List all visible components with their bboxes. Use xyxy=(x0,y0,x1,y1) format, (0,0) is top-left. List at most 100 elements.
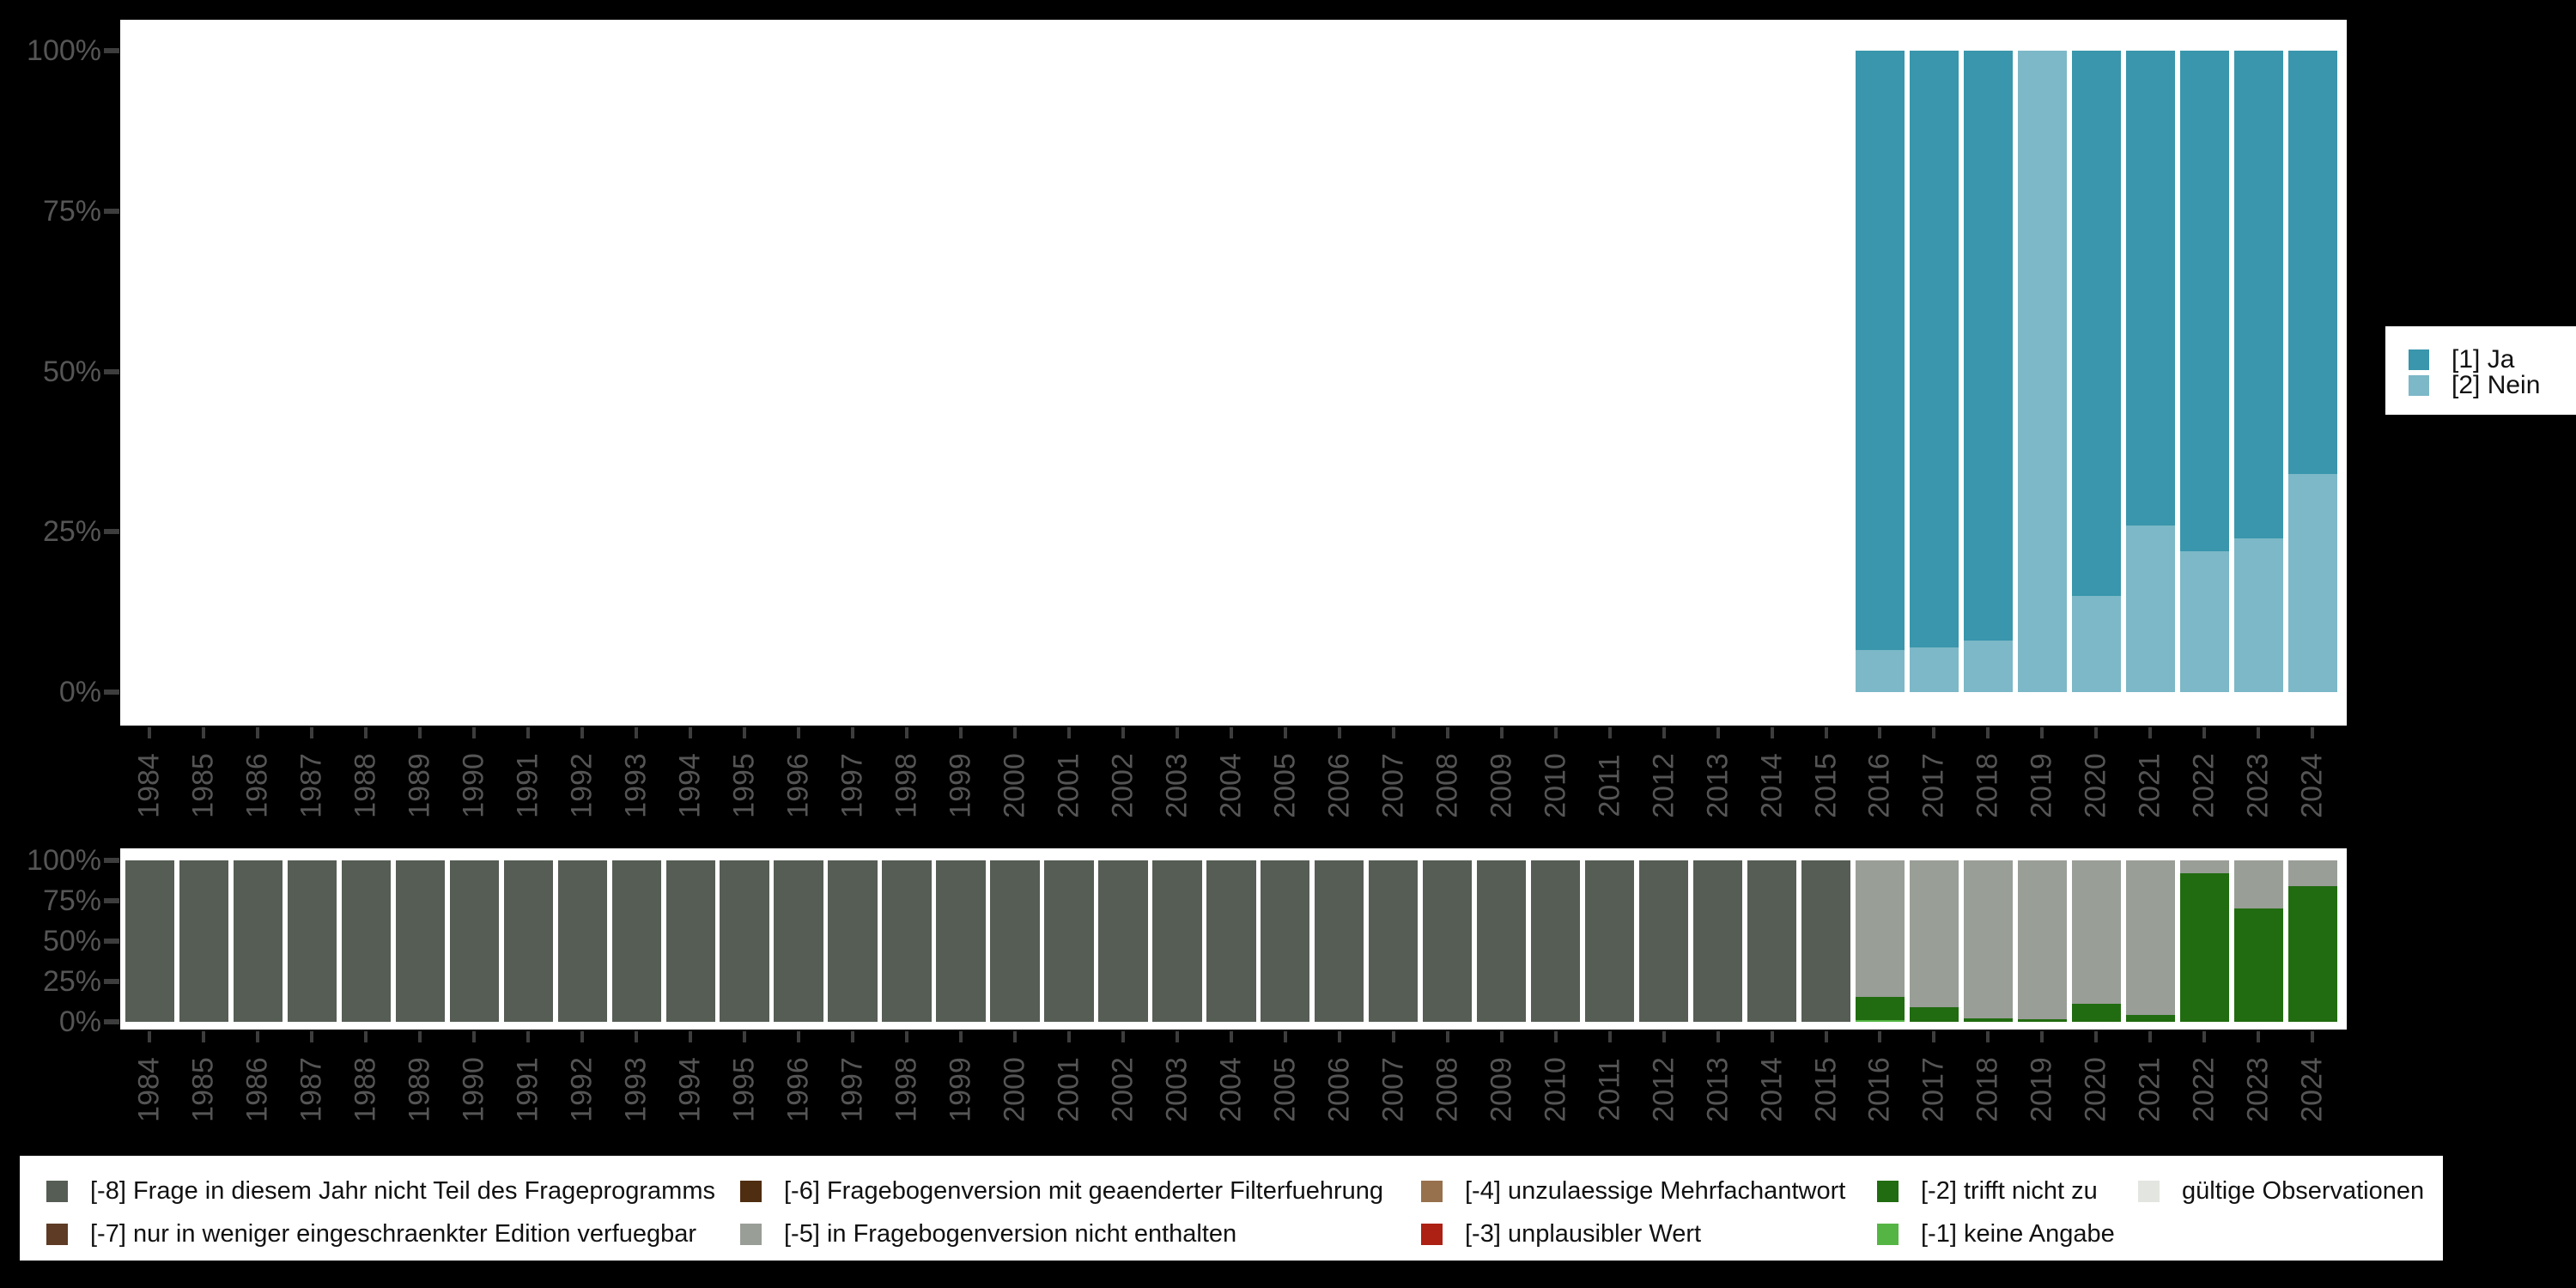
bar-slot-2016 xyxy=(1853,860,1907,1022)
missing-legend-item: gültige Observationen xyxy=(2138,1177,2424,1205)
bar-segment xyxy=(936,860,986,1022)
bar-slot-2015 xyxy=(1799,860,1853,1022)
x-axis-tick-mark xyxy=(148,1031,152,1042)
x-axis-label-wrap: 2015 xyxy=(1799,1042,1853,1137)
x-axis-slot-2002: 2002 xyxy=(1096,1031,1150,1140)
x-axis-label-wrap: 2017 xyxy=(1907,1042,1961,1137)
stacked-bar-2019 xyxy=(2017,51,2068,692)
bar-segment xyxy=(2125,1014,2175,1022)
legend-label: [-4] unzulaessige Mehrfachantwort xyxy=(1465,1176,1846,1205)
x-axis-label-wrap: 2004 xyxy=(1204,1042,1258,1137)
legend-swatch xyxy=(1877,1180,1899,1202)
x-axis-tick-mark xyxy=(851,727,855,738)
x-axis-slot-1993: 1993 xyxy=(610,1031,664,1140)
x-axis-label-wrap: 2008 xyxy=(1420,1042,1474,1137)
y-axis-tick-mark xyxy=(104,690,119,695)
y-axis-tick-mark xyxy=(104,529,119,535)
bar-segment xyxy=(2287,51,2337,475)
x-axis-label-wrap: 2009 xyxy=(1474,738,1528,833)
bar-slot-2002 xyxy=(1096,860,1150,1022)
x-axis-label-wrap: 2007 xyxy=(1366,1042,1420,1137)
bar-slot-2024 xyxy=(2286,860,2340,1022)
bar-segment xyxy=(1261,860,1310,1022)
x-axis-label-wrap: 2024 xyxy=(2286,738,2340,833)
x-axis-year-label: 1986 xyxy=(240,1057,274,1122)
x-axis-year-label: 2024 xyxy=(2295,1057,2329,1122)
x-axis-tick-mark xyxy=(797,727,801,738)
x-axis-year-label: 2024 xyxy=(2295,753,2329,818)
x-axis-label-wrap: 2018 xyxy=(1961,1042,2015,1137)
x-axis-tick-mark xyxy=(635,1031,639,1042)
stacked-bar-2020 xyxy=(2071,860,2121,1022)
x-axis-tick-mark xyxy=(1878,727,1882,738)
stacked-bar-2014 xyxy=(1747,860,1797,1022)
bar-segment xyxy=(2071,1004,2121,1022)
bar-segment xyxy=(720,860,769,1022)
stacked-bar-2004 xyxy=(1206,860,1256,1022)
x-axis-slot-1991: 1991 xyxy=(501,1031,556,1140)
bar-slot-2023 xyxy=(2232,860,2286,1022)
x-axis-tick-mark xyxy=(2202,1031,2207,1042)
stacked-bar-1993 xyxy=(611,860,661,1022)
x-axis-label-wrap: 2019 xyxy=(2015,738,2069,833)
stacked-bar-2012 xyxy=(1638,860,1689,1022)
x-axis-year-label: 1984 xyxy=(132,753,166,818)
x-axis-label-wrap: 1994 xyxy=(664,1042,718,1137)
x-axis-tick-mark xyxy=(256,1031,260,1042)
x-axis-year-label: 2021 xyxy=(2133,753,2166,818)
x-axis-year-label: 2000 xyxy=(998,1057,1031,1122)
bar-segment xyxy=(2179,51,2229,551)
bar-segment xyxy=(1855,1020,1905,1022)
stacked-bar-1987 xyxy=(287,860,337,1022)
bar-segment xyxy=(1584,860,1635,1022)
x-axis-label-wrap: 2022 xyxy=(2178,1042,2232,1137)
x-axis-tick-mark xyxy=(2094,1031,2099,1042)
bar-segment xyxy=(2125,525,2175,692)
bar-slot-2024 xyxy=(2286,51,2340,692)
x-axis-slot-2008: 2008 xyxy=(1420,1031,1474,1140)
x-axis-tick-mark xyxy=(1932,727,1936,738)
x-axis-year-label: 1985 xyxy=(186,1057,220,1122)
bar-segment xyxy=(557,860,607,1022)
x-axis-slot-2023: 2023 xyxy=(2232,1031,2286,1140)
x-axis-slot-2000: 2000 xyxy=(988,1031,1042,1140)
x-axis-label-wrap: 2011 xyxy=(1583,1042,1637,1137)
top-chart-plot-area xyxy=(123,51,2340,692)
bar-segment xyxy=(125,860,175,1022)
bar-slot-2012 xyxy=(1637,860,1691,1022)
legend-label: [2] Nein xyxy=(2451,371,2541,399)
x-axis-label-wrap: 1985 xyxy=(177,1042,231,1137)
stacked-bar-1997 xyxy=(828,860,878,1022)
x-axis-year-label: 2014 xyxy=(1755,753,1789,818)
x-axis-slot-1990: 1990 xyxy=(447,727,501,836)
x-axis-year-label: 2004 xyxy=(1214,753,1248,818)
x-axis-tick-mark xyxy=(1445,727,1449,738)
x-axis-slot-2014: 2014 xyxy=(1745,1031,1799,1140)
x-axis-tick-mark xyxy=(2257,1031,2261,1042)
bar-slot-1988 xyxy=(339,51,393,692)
legend-swatch xyxy=(1877,1223,1899,1245)
x-axis-year-label: 1991 xyxy=(511,1057,544,1122)
x-axis-label-wrap: 2011 xyxy=(1583,738,1637,833)
bar-segment xyxy=(1747,860,1797,1022)
x-axis-slot-2017: 2017 xyxy=(1907,727,1961,836)
bar-slot-1993 xyxy=(610,860,664,1022)
x-axis-label-wrap: 2013 xyxy=(1691,738,1745,833)
x-axis-tick-mark xyxy=(1986,1031,1990,1042)
bar-slot-2001 xyxy=(1042,860,1096,1022)
x-axis-year-label: 2019 xyxy=(2025,1057,2058,1122)
legend-swatch xyxy=(1421,1180,1443,1202)
x-axis-label-wrap: 2001 xyxy=(1042,738,1096,833)
bar-segment xyxy=(2179,550,2229,692)
legend-swatch xyxy=(2409,375,2429,396)
legend-swatch xyxy=(2409,349,2429,370)
x-axis-slot-1997: 1997 xyxy=(826,1031,880,1140)
x-axis-tick-mark xyxy=(580,727,585,738)
x-axis-tick-mark xyxy=(1932,1031,1936,1042)
bar-slot-2014 xyxy=(1745,860,1799,1022)
x-axis-slot-2004: 2004 xyxy=(1204,727,1258,836)
bar-slot-1991 xyxy=(501,860,556,1022)
x-axis-year-label: 2010 xyxy=(1539,753,1572,818)
x-axis-slot-2008: 2008 xyxy=(1420,727,1474,836)
y-axis-tick-label: 25% xyxy=(42,515,101,549)
